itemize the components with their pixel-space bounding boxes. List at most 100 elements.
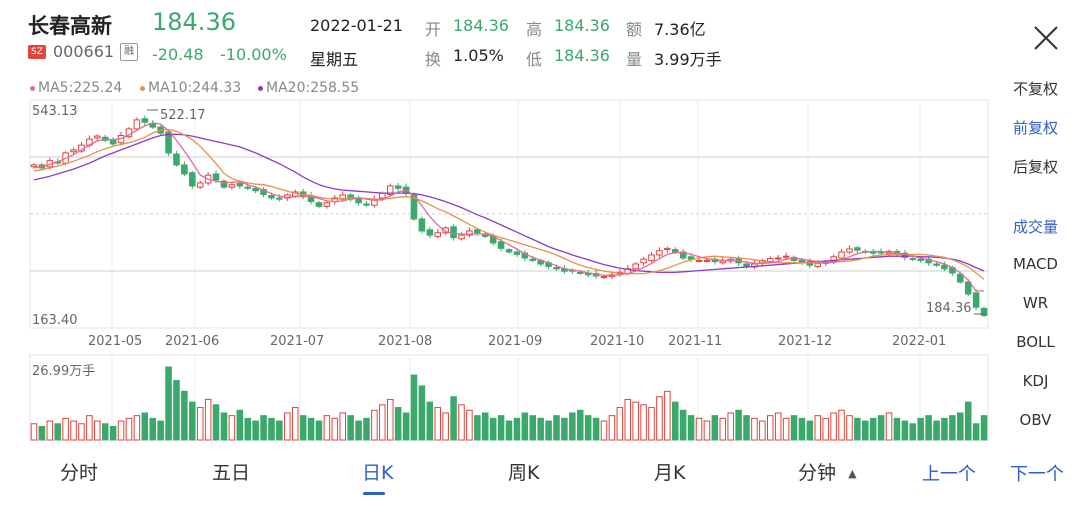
volume-bar: [38, 425, 46, 441]
tab-fenzhong[interactable]: 分钟 ▲: [798, 458, 857, 485]
volume-bar: [434, 407, 442, 441]
candle: [386, 185, 394, 195]
tab-rik[interactable]: 日K: [362, 462, 394, 484]
volume-bar: [933, 420, 940, 441]
candle: [719, 260, 727, 264]
volume-bar: [632, 401, 639, 441]
volume-bar: [109, 425, 117, 441]
next-stock-button[interactable]: 下一个: [1010, 464, 1064, 485]
volume-bar: [276, 420, 283, 441]
candle: [70, 149, 77, 153]
close-icon[interactable]: [1030, 22, 1062, 54]
x-tick-2021-10: 2021-10: [590, 334, 645, 349]
candle: [450, 226, 457, 239]
volume-bar: [220, 412, 228, 441]
volume-bar: [751, 417, 758, 441]
candle: [181, 164, 188, 175]
volume-bar: [743, 415, 750, 441]
volume-bar: [165, 366, 172, 441]
volume-bar: [814, 415, 822, 441]
volume-bar: [600, 420, 608, 441]
volume-bar: [957, 412, 964, 441]
volume-bar: [78, 423, 85, 441]
volume-bar: [228, 415, 236, 441]
volume-bar: [426, 401, 434, 441]
volume-bar: [70, 420, 77, 441]
side-boll[interactable]: BOLL: [1016, 333, 1055, 351]
side-backward-adjust[interactable]: 后复权: [1012, 158, 1058, 176]
open-value: 184.36: [453, 16, 509, 35]
candle: [980, 307, 988, 316]
volume-bar: [679, 409, 687, 441]
volume-bar: [323, 415, 331, 441]
candle: [268, 195, 275, 199]
x-tick-2021-05: 2021-05: [88, 334, 143, 349]
volume-bar: [125, 417, 133, 441]
candle: [394, 185, 402, 189]
candle: [774, 257, 782, 260]
x-tick-2021-11: 2021-11: [668, 334, 723, 349]
tab-zhouk[interactable]: 周K: [508, 462, 540, 484]
candle: [173, 153, 180, 166]
trade-date: 2022-01-21: [310, 16, 403, 35]
volume-bar: [252, 420, 259, 441]
low-label: 低: [526, 50, 543, 69]
volume-bar: [299, 415, 307, 441]
volume-max-label: 26.99万手: [32, 364, 96, 379]
volume-bar: [291, 407, 299, 441]
volume-bar: [94, 420, 101, 441]
side-kdj[interactable]: KDJ: [1022, 372, 1049, 390]
candle: [141, 118, 149, 123]
volume-bar: [244, 417, 251, 441]
price-change: -20.48: [152, 45, 204, 64]
volume-bar: [284, 412, 291, 441]
volume-bar: [798, 417, 806, 441]
volume-bar: [901, 420, 909, 441]
stock-name: 长春高新: [28, 14, 112, 38]
volume-bar: [695, 417, 703, 441]
volume-bar: [379, 404, 386, 441]
margin-badge: 融: [120, 43, 138, 61]
volume-bar: [576, 409, 584, 441]
volume-bar: [862, 420, 869, 441]
tab-wuri[interactable]: 五日: [212, 462, 251, 484]
side-forward-adjust[interactable]: 前复权: [1012, 119, 1058, 137]
volume-bar: [909, 423, 917, 441]
candle: [909, 258, 917, 261]
tab-active-indicator: [363, 492, 385, 495]
volume-bar: [402, 412, 410, 441]
volume-bar: [196, 407, 204, 441]
side-no-adjust[interactable]: 不复权: [1012, 80, 1058, 98]
side-macd[interactable]: MACD: [1013, 255, 1058, 273]
open-label: 开: [425, 20, 442, 39]
candle: [941, 264, 948, 270]
candle: [838, 251, 845, 259]
volume-bar: [656, 396, 663, 441]
tab-fenzhong-label: 分钟: [798, 462, 837, 484]
volume-bar: [505, 420, 513, 441]
tab-yuek[interactable]: 月K: [654, 462, 686, 484]
stock-code: 000661: [53, 42, 115, 61]
ma10-legend: MA10:244.33: [140, 80, 241, 96]
side-obv[interactable]: OBV: [1019, 411, 1052, 429]
side-volume[interactable]: 成交量: [1012, 218, 1058, 236]
candle: [957, 273, 964, 283]
high-value: 184.36: [554, 16, 610, 35]
candle: [703, 259, 711, 262]
volume-bar: [386, 398, 394, 441]
volume-bar: [260, 415, 267, 441]
tab-fenshi[interactable]: 分时: [60, 462, 99, 484]
market-badge: SZ: [28, 45, 46, 59]
amount-label: 额: [626, 20, 643, 39]
candle: [165, 131, 172, 154]
volume-bar: [584, 415, 592, 441]
candle: [466, 230, 473, 236]
volume-bar: [181, 390, 188, 441]
volume-bar: [204, 398, 212, 441]
prev-stock-button[interactable]: 上一个: [922, 464, 976, 485]
side-wr[interactable]: WR: [1022, 294, 1049, 312]
volume-bar: [846, 415, 853, 441]
volume-bar: [893, 417, 901, 441]
ma20-label: MA20:258.55: [266, 80, 360, 96]
